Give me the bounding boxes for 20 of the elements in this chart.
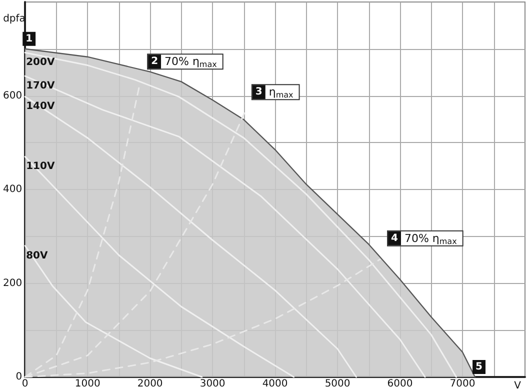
x-tick-label: 4000 xyxy=(262,378,288,390)
x-tick-label: 5000 xyxy=(324,378,350,390)
x-tick-label: 1000 xyxy=(74,378,100,390)
annotation: 5 xyxy=(476,362,483,372)
series-label: 170V xyxy=(26,80,55,92)
y-tick-label: 400 xyxy=(2,184,22,195)
y-axis-title: dpfa xyxy=(3,14,26,24)
x-axis-title: V xyxy=(514,380,522,391)
series-label: 200V xyxy=(26,57,55,68)
x-tick-label: 2000 xyxy=(137,378,163,390)
x-tick-label: 7000 xyxy=(450,378,476,390)
x-tick-label: 3000 xyxy=(200,378,226,390)
annotation: 1 xyxy=(26,33,33,44)
y-tick-label: 200 xyxy=(2,278,22,289)
y-tick-label: 0 xyxy=(16,372,22,382)
series-label: 80V xyxy=(26,250,48,262)
y-tick-label: 600 xyxy=(2,90,22,102)
x-tick-label: 6000 xyxy=(387,378,413,390)
series-label: 140V xyxy=(26,101,55,112)
series-label: 110V xyxy=(26,161,55,172)
